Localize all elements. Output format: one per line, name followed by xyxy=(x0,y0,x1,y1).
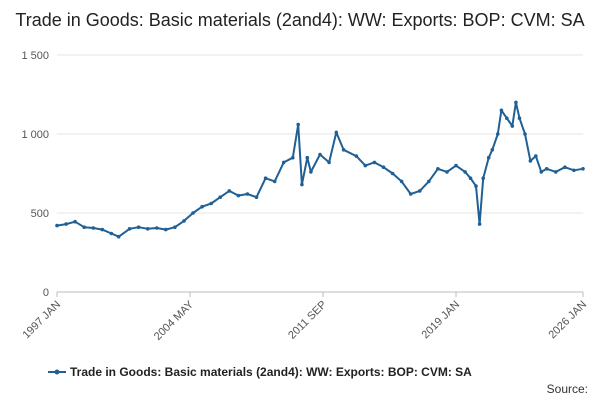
data-point[interactable] xyxy=(399,179,404,184)
data-point[interactable] xyxy=(490,148,495,152)
data-point[interactable] xyxy=(236,193,241,198)
data-point[interactable] xyxy=(408,192,413,196)
data-point[interactable] xyxy=(305,155,310,160)
data-point[interactable] xyxy=(116,234,121,239)
data-point[interactable] xyxy=(327,160,331,165)
y-tick-label: 0 xyxy=(43,287,49,299)
data-point[interactable] xyxy=(318,152,322,157)
x-axis: 1997 JAN 2004 MAY 2011 SEP 2019 JAN 2026 JAN xyxy=(20,291,589,343)
data-point[interactable] xyxy=(372,160,377,165)
data-point[interactable] xyxy=(209,201,213,206)
data-point[interactable] xyxy=(427,179,431,184)
data-point[interactable] xyxy=(563,165,567,169)
data-point[interactable] xyxy=(91,226,96,230)
data-point[interactable] xyxy=(55,223,59,228)
data-point[interactable] xyxy=(486,155,491,160)
data-point[interactable] xyxy=(481,176,486,180)
data-point[interactable] xyxy=(127,227,132,231)
series-layer xyxy=(55,100,585,239)
chart-title: Trade in Goods: Basic materials (2and4):… xyxy=(15,10,585,30)
data-point[interactable] xyxy=(300,182,304,187)
data-point[interactable] xyxy=(155,226,159,230)
data-point[interactable] xyxy=(291,155,295,160)
data-point[interactable] xyxy=(173,225,177,229)
legend-series-label: Trade in Goods: Basic materials (2and4):… xyxy=(70,365,472,379)
data-point[interactable] xyxy=(82,225,86,229)
data-point[interactable] xyxy=(517,116,522,120)
data-point[interactable] xyxy=(164,227,168,232)
data-point[interactable] xyxy=(436,167,440,171)
x-tick-label: 1997 JAN xyxy=(20,299,63,342)
legend-series-marker-dot xyxy=(54,369,60,375)
data-point[interactable] xyxy=(245,192,250,196)
data-point[interactable] xyxy=(544,167,549,171)
x-tick-label: 2026 JAN xyxy=(546,299,589,342)
data-point[interactable] xyxy=(281,160,286,165)
data-point[interactable] xyxy=(454,163,458,168)
x-tick-label: 2019 JAN xyxy=(420,299,463,342)
y-tick-labels: 0 500 1 000 1 500 xyxy=(21,50,49,299)
x-tick-label: 2004 MAY xyxy=(152,298,197,343)
data-point[interactable] xyxy=(363,163,368,168)
data-point[interactable] xyxy=(200,204,204,209)
data-point[interactable] xyxy=(254,195,259,199)
series-line-0 xyxy=(56,101,584,238)
gridlines xyxy=(57,54,583,293)
data-point[interactable] xyxy=(296,122,301,127)
data-point[interactable] xyxy=(309,170,313,174)
data-point[interactable] xyxy=(418,189,422,193)
data-point[interactable] xyxy=(496,132,500,136)
data-point[interactable] xyxy=(474,184,478,188)
data-point[interactable] xyxy=(191,211,195,215)
data-point[interactable] xyxy=(145,227,150,231)
data-point[interactable] xyxy=(73,219,77,224)
y-tick-label: 500 xyxy=(31,208,49,220)
data-point[interactable] xyxy=(354,154,359,158)
data-point[interactable] xyxy=(581,167,585,171)
data-point[interactable] xyxy=(64,222,68,226)
data-point[interactable] xyxy=(390,171,395,176)
data-point[interactable] xyxy=(272,179,277,184)
data-point[interactable] xyxy=(341,148,346,152)
data-point[interactable] xyxy=(218,195,222,199)
data-point[interactable] xyxy=(381,165,386,169)
data-point[interactable] xyxy=(477,222,482,226)
data-point[interactable] xyxy=(572,168,576,173)
data-point[interactable] xyxy=(445,170,449,174)
data-point[interactable] xyxy=(263,176,268,180)
source-label: Source: xyxy=(547,382,588,396)
y-tick-label: 1 000 xyxy=(21,129,49,141)
data-point[interactable] xyxy=(100,227,105,232)
data-point[interactable] xyxy=(554,170,558,174)
data-point[interactable] xyxy=(136,225,141,229)
data-point[interactable] xyxy=(534,154,538,158)
data-point[interactable] xyxy=(505,116,509,120)
data-point[interactable] xyxy=(227,189,232,193)
data-point[interactable] xyxy=(468,176,473,180)
data-point[interactable] xyxy=(463,170,467,174)
y-tick-label: 1 500 xyxy=(21,50,49,62)
data-point[interactable] xyxy=(514,100,518,105)
data-point[interactable] xyxy=(510,124,515,128)
data-point[interactable] xyxy=(499,108,504,113)
legend[interactable]: Trade in Goods: Basic materials (2and4):… xyxy=(48,365,472,379)
data-point[interactable] xyxy=(109,231,114,236)
data-point[interactable] xyxy=(523,132,527,136)
data-point[interactable] xyxy=(539,170,544,174)
data-point[interactable] xyxy=(334,130,339,135)
x-tick-label: 2011 SEP xyxy=(286,299,329,342)
data-point[interactable] xyxy=(182,219,186,223)
data-point[interactable] xyxy=(528,159,533,163)
